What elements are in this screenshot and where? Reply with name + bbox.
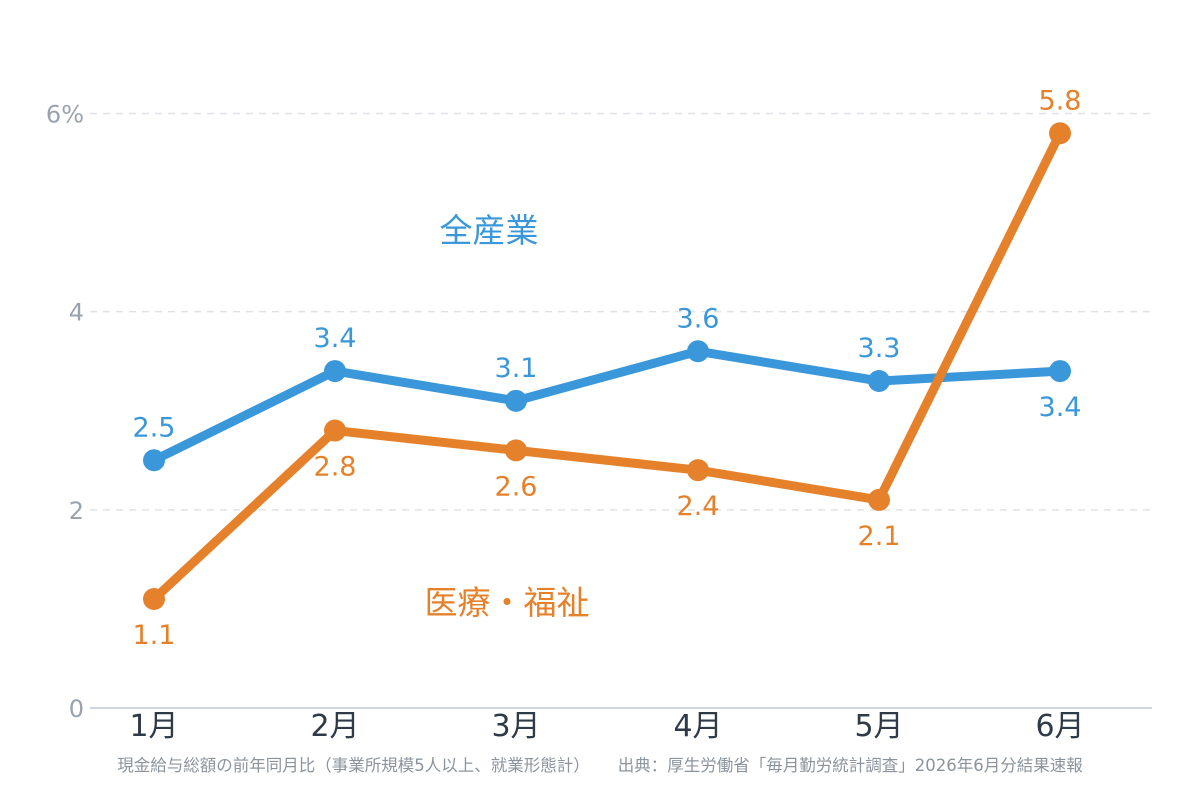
data-point xyxy=(687,340,709,363)
footnote-measure: 現金給与総額の前年同月比（事業所規模5人以上、就業形態計） xyxy=(117,756,590,775)
footnote-source: 出典：厚生労働省「毎月勤労統計調査」2026年6月分結果速報 xyxy=(617,756,1083,775)
y-tick-label: 6% xyxy=(46,100,84,128)
data-point xyxy=(143,449,165,472)
data-point xyxy=(324,360,346,383)
data-label: 2.5 xyxy=(133,412,176,443)
data-label: 3.3 xyxy=(858,333,901,364)
y-tick-label: 0 xyxy=(69,695,84,723)
data-label: 2.6 xyxy=(495,471,538,502)
x-tick-label: 1月 xyxy=(129,709,178,744)
series-line xyxy=(149,128,1065,604)
data-point xyxy=(687,459,709,482)
x-tick-label: 4月 xyxy=(673,709,722,744)
y-axis: 0 2 4 6% xyxy=(46,100,84,723)
data-point xyxy=(143,588,165,610)
data-point xyxy=(324,419,346,442)
data-label: 2.8 xyxy=(314,452,357,483)
x-tick-label: 5月 xyxy=(854,709,903,744)
x-axis: 1月 2月 3月 4月 5月 6月 xyxy=(129,709,1084,744)
data-label: 3.4 xyxy=(1039,392,1082,423)
x-tick-label: 6月 xyxy=(1035,709,1084,744)
data-point xyxy=(1049,122,1071,145)
y-tick-label: 4 xyxy=(69,299,84,327)
data-label: 2.1 xyxy=(858,521,901,552)
data-point xyxy=(868,370,890,392)
data-point xyxy=(505,439,527,462)
data-label: 3.4 xyxy=(314,323,357,354)
series-label: 全産業 xyxy=(440,211,539,250)
data-label: 1.1 xyxy=(133,620,176,651)
series-line xyxy=(149,346,1065,465)
x-tick-label: 3月 xyxy=(491,709,540,744)
series-label: 医療・福祉 xyxy=(425,583,590,622)
footnote: 現金給与総額の前年同月比（事業所規模5人以上、就業形態計） 出典：厚生労働省「毎月… xyxy=(0,752,1200,776)
y-tick-label: 2 xyxy=(69,497,84,525)
x-tick-label: 2月 xyxy=(310,709,359,744)
data-label: 2.4 xyxy=(677,491,720,522)
data-label: 3.6 xyxy=(677,303,720,334)
data-label: 5.8 xyxy=(1039,85,1082,116)
series-layer xyxy=(143,122,1071,610)
label-layer: 2.5 3.4 3.1 3.6 3.3 3.4 全産業 1.1 2.8 2.6 2.4 2.1 5.8 医… xyxy=(133,85,1082,651)
data-label: 3.1 xyxy=(495,353,538,384)
data-point xyxy=(868,488,890,511)
data-point xyxy=(1049,360,1071,383)
data-point xyxy=(505,389,527,412)
